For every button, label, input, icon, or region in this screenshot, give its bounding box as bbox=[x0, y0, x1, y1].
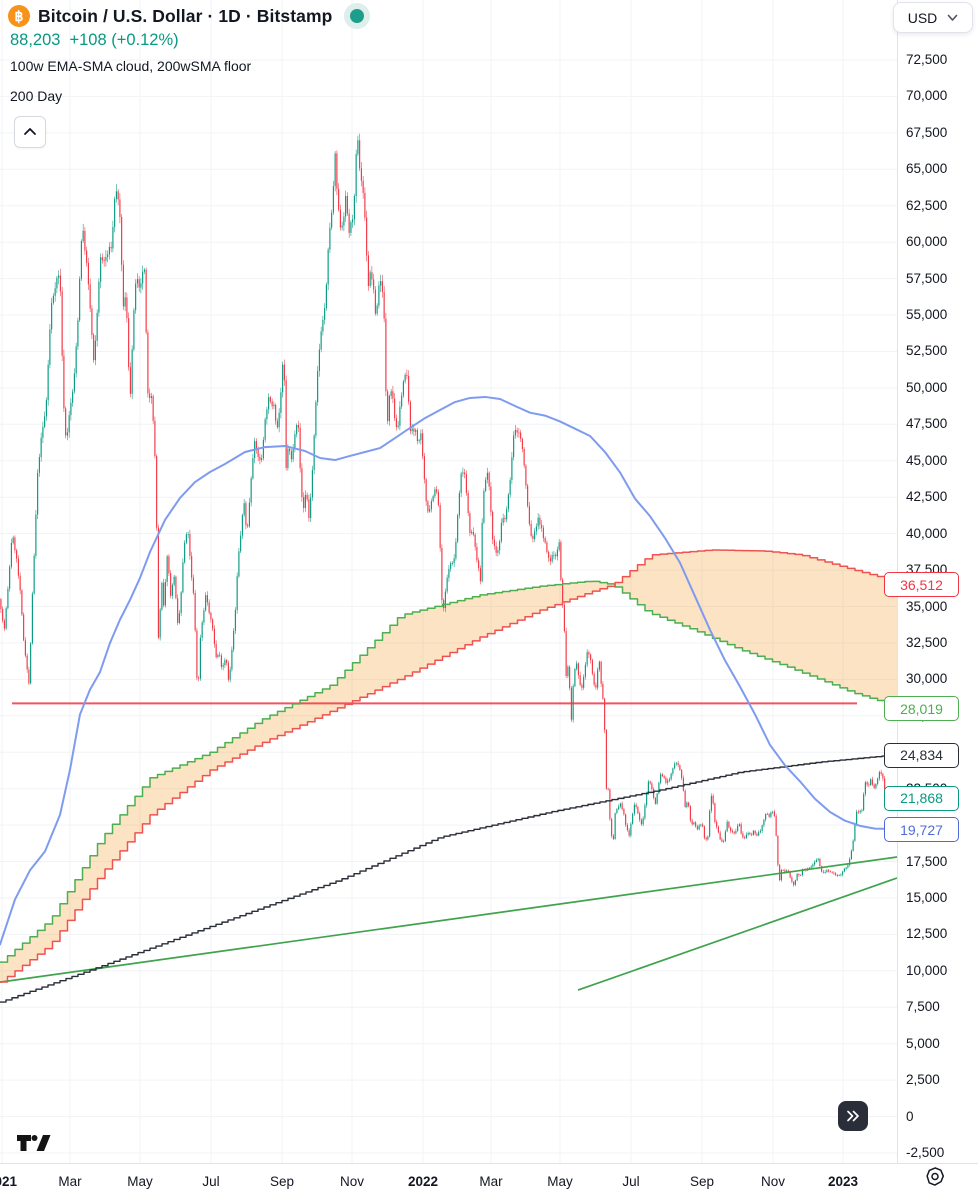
market-open-dot bbox=[350, 9, 365, 23]
currency-select[interactable]: USD bbox=[893, 2, 973, 33]
price-axis-tick: 32,500 bbox=[906, 634, 948, 650]
currency-label: USD bbox=[907, 9, 938, 26]
price-level-tag: 28,019 bbox=[884, 696, 959, 722]
time-axis-tick: Sep bbox=[269, 1174, 295, 1189]
indicator-legend-200day[interactable]: 200 Day bbox=[10, 88, 63, 104]
time-axis-tick: Mar bbox=[58, 1174, 82, 1189]
price-axis-tick: 40,000 bbox=[906, 525, 948, 541]
price-axis-tick: 60,000 bbox=[906, 234, 948, 250]
price-level-tag: 21,868 bbox=[884, 785, 959, 811]
time-axis-tick: 2022 bbox=[407, 1174, 439, 1189]
price-axis-tick: 17,500 bbox=[906, 853, 948, 869]
time-axis-tick: Nov bbox=[760, 1174, 785, 1189]
price-axis-tick: 15,000 bbox=[906, 889, 948, 905]
time-axis-tick: Nov bbox=[339, 1174, 364, 1189]
price-axis-tick: 65,000 bbox=[906, 161, 948, 177]
collapse-legend-button[interactable] bbox=[14, 116, 46, 148]
price-level-tag: 19,727 bbox=[884, 817, 959, 843]
chevron-down-icon bbox=[947, 14, 958, 21]
price-change: +108 (+0.12%) bbox=[69, 31, 179, 49]
time-axis-tick: Sep bbox=[689, 1174, 715, 1189]
price-axis-tick: 5,000 bbox=[906, 1035, 940, 1051]
time-axis-tick: 2023 bbox=[827, 1174, 859, 1189]
scroll-right-button[interactable] bbox=[838, 1101, 868, 1131]
price-axis-tick: 67,500 bbox=[906, 124, 948, 140]
time-axis-tick: 2021 bbox=[0, 1174, 18, 1189]
price-axis-tick: 10,000 bbox=[906, 962, 948, 978]
gear-icon bbox=[926, 1167, 945, 1186]
price-axis-tick: 45,000 bbox=[906, 452, 948, 468]
time-axis-tick: Jul bbox=[202, 1174, 220, 1189]
price-axis-tick: 72,500 bbox=[906, 52, 948, 67]
time-axis-tick: Jul bbox=[622, 1174, 640, 1189]
price-axis-tick: 42,500 bbox=[906, 489, 948, 505]
price-axis-tick: 70,000 bbox=[906, 88, 948, 104]
price-level-tag: 24,834 bbox=[884, 742, 959, 768]
price-axis-tick: 7,500 bbox=[906, 999, 940, 1015]
price-axis-tick: 57,500 bbox=[906, 270, 948, 286]
bitcoin-icon: ฿ bbox=[8, 5, 30, 27]
price-chart-canvas[interactable] bbox=[0, 0, 978, 1163]
last-price: 88,203 bbox=[10, 31, 61, 49]
price-axis-tick: 52,500 bbox=[906, 343, 948, 359]
price-axis-tick: 2,500 bbox=[906, 1072, 940, 1088]
symbol-title[interactable]: Bitcoin / U.S. Dollar · 1D · Bitstamp bbox=[38, 5, 333, 26]
symbol-header[interactable]: ฿ Bitcoin / U.S. Dollar · 1D · Bitstamp bbox=[8, 3, 371, 29]
chevron-up-icon bbox=[24, 128, 36, 135]
tradingview-logo-watermark[interactable] bbox=[16, 1130, 52, 1161]
price-axis-tick: 50,000 bbox=[906, 379, 948, 395]
double-chevron-right-icon bbox=[847, 1110, 859, 1122]
price-axis-tick: 0 bbox=[906, 1108, 914, 1124]
price-axis-tick: 62,500 bbox=[906, 197, 948, 213]
price-axis-tick: 55,000 bbox=[906, 307, 948, 323]
price-axis-tick: 35,000 bbox=[906, 598, 948, 614]
price-axis-tick: 47,500 bbox=[906, 416, 948, 432]
time-axis-tick: May bbox=[547, 1174, 573, 1189]
price-axis-tick: 12,500 bbox=[906, 926, 948, 942]
price-row: 88,203 +108 (+0.12%) bbox=[10, 31, 179, 50]
time-axis[interactable]: 2021 Mar May Jul Sep Nov 2022 Mar May Jul Sep Nov 20… bbox=[0, 1163, 978, 1200]
indicator-legend-cloud[interactable]: 100w EMA-SMA cloud, 200wSMA floor bbox=[10, 58, 252, 74]
time-axis-tick: May bbox=[127, 1174, 153, 1189]
time-axis-tick: Mar bbox=[479, 1174, 503, 1189]
price-level-tag: 36,512 bbox=[884, 572, 959, 598]
price-axis-tick: -2,500 bbox=[906, 1145, 945, 1160]
market-status-halo bbox=[344, 3, 371, 29]
price-axis-tick: 30,000 bbox=[906, 671, 948, 687]
price-scale-settings-button[interactable] bbox=[923, 1165, 947, 1194]
